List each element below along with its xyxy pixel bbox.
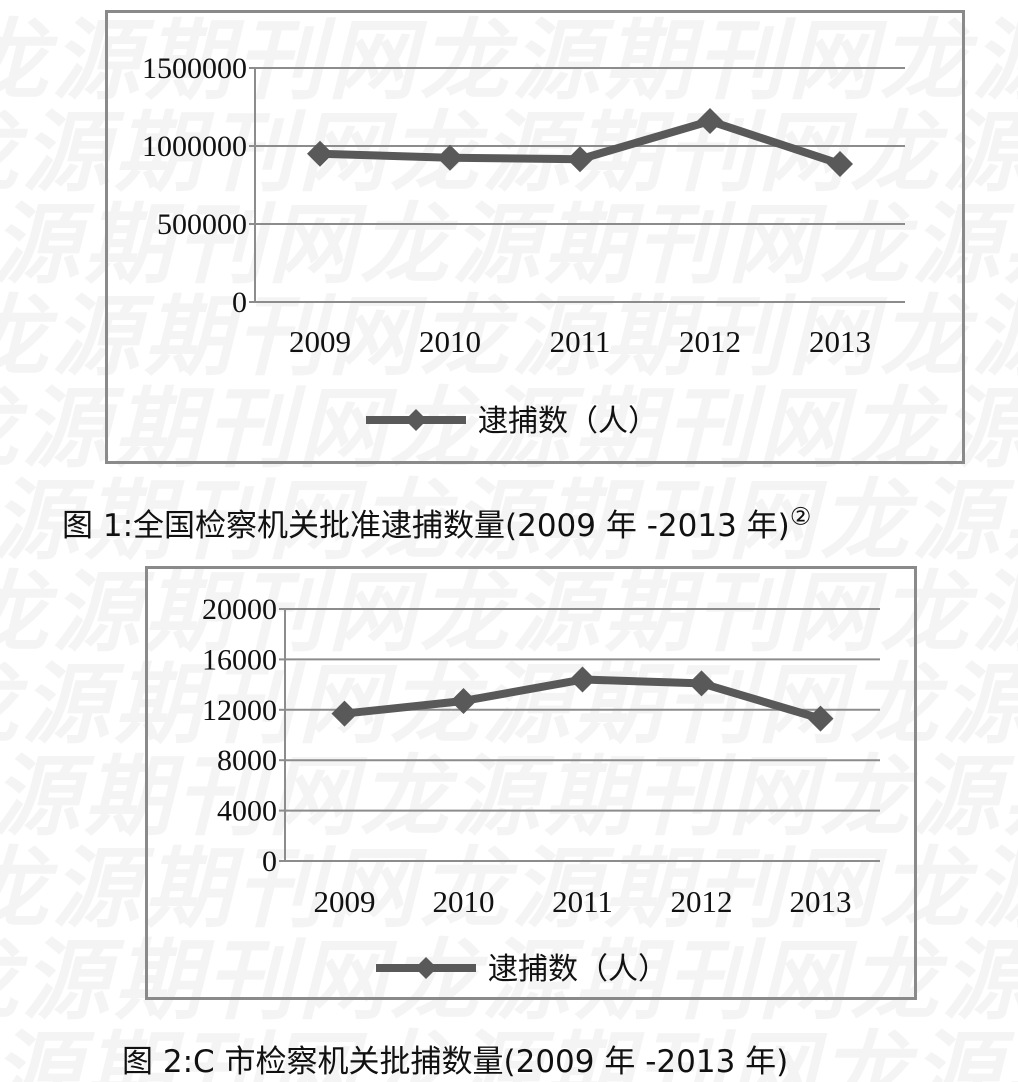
- y-tick-label: 0: [232, 286, 247, 319]
- y-tick-label: 0: [262, 845, 277, 878]
- y-tick-label: 20000: [202, 593, 277, 626]
- legend-marker: [415, 957, 437, 979]
- data-point-marker: [450, 687, 477, 714]
- y-tick-label: 4000: [217, 795, 277, 828]
- chart-2-frame: [145, 566, 917, 1000]
- data-point-marker: [688, 670, 715, 697]
- x-tick-label: 2012: [671, 884, 733, 919]
- chart-2-caption-text: 图 2:C 市检察机关批捕数量(2009 年 -2013 年): [122, 1044, 789, 1080]
- y-tick-label: 1500000: [142, 52, 247, 85]
- data-point-marker: [437, 144, 463, 171]
- y-tick-label: 500000: [157, 208, 247, 241]
- y-tick-label: 12000: [202, 694, 277, 727]
- data-point-marker: [697, 108, 723, 135]
- x-tick-label: 2011: [550, 324, 611, 359]
- legend-marker: [405, 409, 427, 431]
- x-tick-label: 2011: [552, 884, 613, 919]
- x-tick-label: 2010: [433, 884, 495, 919]
- chart-1-frame: [105, 10, 965, 464]
- x-tick-label: 2012: [679, 324, 741, 359]
- y-tick-label: 16000: [202, 643, 277, 676]
- data-point-marker: [807, 705, 834, 732]
- x-tick-label: 2010: [419, 324, 481, 359]
- x-tick-label: 2013: [809, 324, 871, 359]
- x-tick-label: 2013: [790, 884, 852, 919]
- data-point-marker: [307, 140, 333, 167]
- x-tick-label: 2009: [314, 884, 376, 919]
- chart-1-caption-note: ②: [789, 502, 812, 531]
- data-point-marker: [567, 146, 593, 173]
- x-tick-label: 2009: [289, 324, 351, 359]
- chart-2-caption: 图 2:C 市检察机关批捕数量(2009 年 -2013 年): [122, 1036, 788, 1081]
- chart-1-caption: 图 1:全国检察机关批准逮捕数量(2009 年 -2013 年)②: [62, 500, 811, 545]
- data-point-marker: [569, 666, 596, 693]
- data-point-marker: [827, 150, 853, 177]
- legend-label: 逮捕数（人）: [478, 404, 658, 439]
- chart-1-caption-text: 图 1:全国检察机关批准逮捕数量(2009 年 -2013 年): [62, 508, 790, 544]
- legend-label: 逮捕数（人）: [488, 952, 668, 987]
- y-tick-label: 1000000: [142, 130, 247, 163]
- y-tick-label: 8000: [217, 744, 277, 777]
- data-point-marker: [331, 700, 358, 727]
